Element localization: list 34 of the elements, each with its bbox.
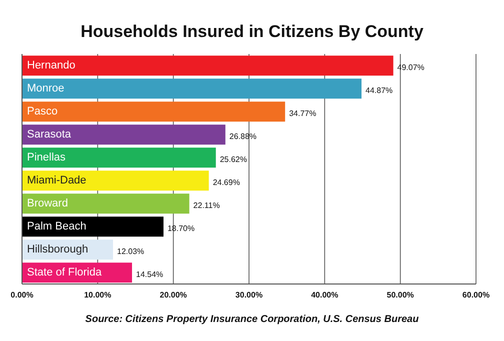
- source-note: Source: Citizens Property Insurance Corporation, U.S. Census Bureau: [84, 314, 420, 325]
- data-label: 25.62%: [220, 155, 247, 164]
- chart-title: Households Insured in Citizens By County: [80, 22, 424, 42]
- data-label: 14.54%: [136, 270, 164, 280]
- bar: [22, 102, 286, 122]
- y-tick-label: Monroe: [27, 82, 64, 95]
- x-tick-label: 0.00%: [10, 290, 34, 300]
- x-tick-label: 20.00%: [160, 290, 187, 300]
- x-tick-label: 40.00%: [311, 290, 338, 300]
- y-tick-label: Sarasota: [27, 128, 72, 141]
- y-tick-label: Hernando: [27, 60, 76, 72]
- bar: [22, 216, 164, 237]
- data-label: 12.03%: [117, 247, 144, 256]
- x-tick-label: 10.00%: [84, 290, 112, 300]
- data-label: 24.69%: [212, 178, 240, 188]
- bar: [22, 170, 209, 191]
- bar: [22, 148, 216, 168]
- bar: [22, 124, 226, 145]
- bar: [22, 78, 362, 99]
- y-tick-label: Miami-Dade: [27, 174, 86, 187]
- data-label: 22.11%: [193, 201, 220, 210]
- y-tick-label: Pinellas: [27, 152, 66, 164]
- y-tick-label: Palm Beach: [27, 220, 86, 233]
- bar: [22, 194, 190, 214]
- y-tick-label: Hillsborough: [27, 244, 88, 256]
- y-tick-label: State of Florida: [27, 266, 102, 279]
- data-label: 34.77%: [289, 109, 316, 118]
- x-tick-label: 50.00%: [386, 290, 414, 300]
- x-tick-label: 60.00%: [462, 290, 490, 300]
- y-tick-label: Broward: [27, 198, 68, 210]
- data-label: 44.87%: [366, 86, 393, 96]
- x-tick-label: 30.00%: [235, 290, 263, 300]
- bar: [22, 56, 394, 76]
- y-tick-label: Pasco: [27, 106, 58, 118]
